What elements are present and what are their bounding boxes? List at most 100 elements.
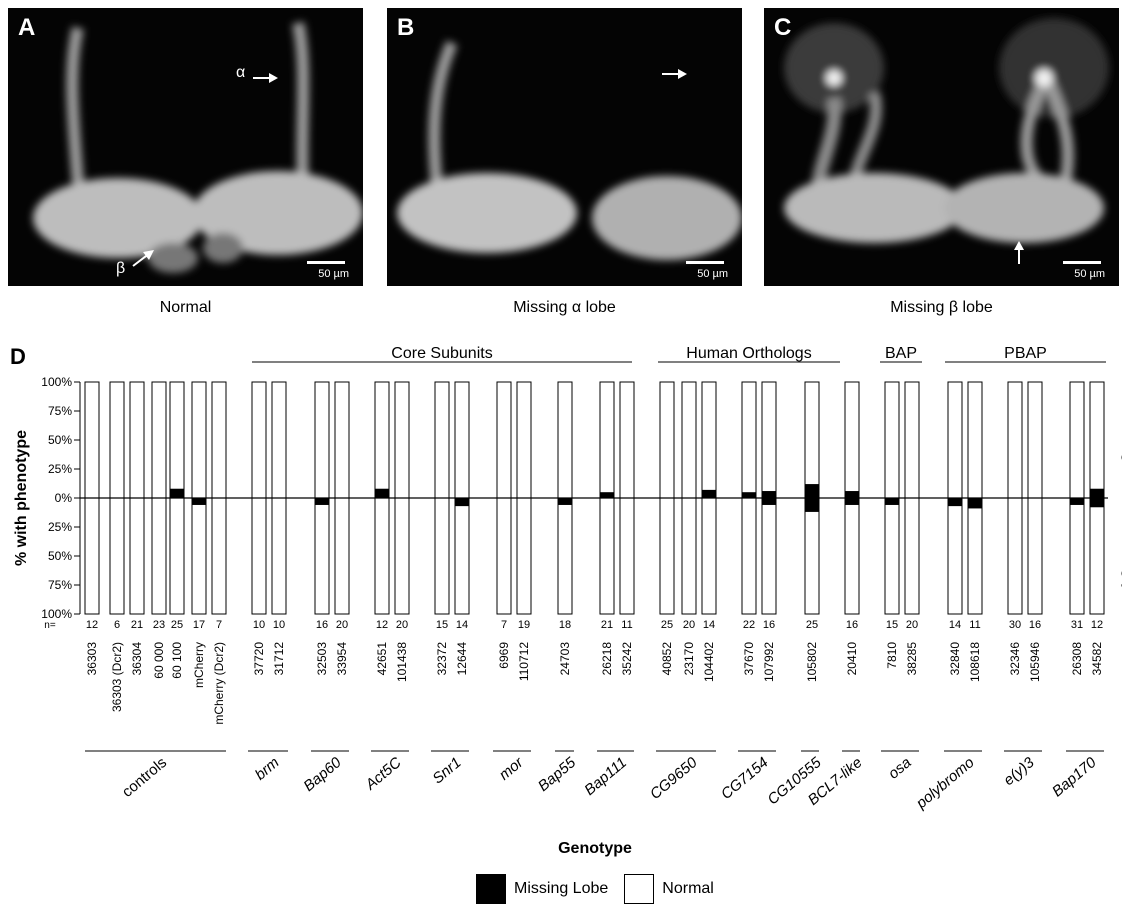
panel-b-image bbox=[397, 40, 742, 260]
panel-letter: B bbox=[397, 14, 415, 41]
line-label: 34582 bbox=[1090, 642, 1104, 676]
group-label: CG9650 bbox=[647, 754, 701, 803]
top-group-label: Core Subunits bbox=[391, 345, 492, 362]
group-label: e(y)3 bbox=[1000, 754, 1038, 789]
group-label: Bap55 bbox=[535, 754, 580, 795]
n-value: 19 bbox=[518, 619, 530, 631]
line-label: 36304 bbox=[130, 642, 144, 676]
n-value: 30 bbox=[1009, 619, 1021, 631]
line-label: 42651 bbox=[375, 642, 389, 676]
line-label: 26308 bbox=[1070, 642, 1084, 676]
bar-missing-beta bbox=[762, 498, 776, 505]
top-group-label: BAP bbox=[885, 345, 917, 362]
group-label: polybromo bbox=[912, 754, 977, 813]
beta-label: β bbox=[116, 260, 126, 277]
n-value: 22 bbox=[743, 619, 755, 631]
bar-missing-beta bbox=[455, 498, 469, 507]
y-tick-label: 75% bbox=[48, 404, 72, 418]
scale-bar bbox=[1063, 261, 1101, 264]
n-value: 16 bbox=[846, 619, 858, 631]
y-tick-label: 25% bbox=[48, 520, 72, 534]
bar-missing-beta bbox=[805, 498, 819, 512]
line-label: 105802 bbox=[805, 642, 819, 682]
group-label: brm bbox=[252, 754, 283, 784]
legend: Missing Lobe Normal bbox=[476, 874, 714, 904]
line-label: 20410 bbox=[845, 642, 859, 676]
n-value: 23 bbox=[153, 619, 165, 631]
legend-label-missing: Missing Lobe bbox=[514, 880, 609, 897]
n-value: 16 bbox=[316, 619, 328, 631]
y-axis-label: % with phenotype bbox=[13, 430, 30, 566]
line-label: 105946 bbox=[1028, 642, 1042, 682]
line-label: 37720 bbox=[252, 642, 266, 676]
line-label: 37670 bbox=[742, 642, 756, 676]
micrograph-panel-c: C 50 µm bbox=[764, 8, 1119, 286]
group-label: osa bbox=[885, 754, 914, 783]
line-label: 32372 bbox=[435, 642, 449, 676]
scale-bar bbox=[307, 261, 345, 264]
panel-c-image bbox=[784, 18, 1109, 243]
bar-missing-beta bbox=[192, 498, 206, 505]
n-value: 20 bbox=[906, 619, 918, 631]
n-value: 17 bbox=[193, 619, 205, 631]
line-label: mCherry bbox=[192, 642, 206, 688]
panel-a-image bbox=[33, 21, 363, 273]
scale-bar bbox=[686, 261, 724, 264]
bar-missing-alpha bbox=[805, 484, 819, 498]
line-label: 12644 bbox=[455, 642, 469, 676]
scale-label: 50 µm bbox=[318, 268, 349, 280]
bar-missing-alpha bbox=[1090, 488, 1104, 498]
arrow-icon bbox=[132, 73, 278, 267]
n-value: 21 bbox=[131, 619, 143, 631]
y-tick-label: 75% bbox=[48, 578, 72, 592]
scale-label: 50 µm bbox=[1074, 268, 1105, 280]
line-label: 110712 bbox=[517, 642, 531, 681]
n-value: 14 bbox=[949, 619, 961, 631]
n-value: 14 bbox=[456, 619, 468, 631]
bar-missing-alpha bbox=[702, 489, 716, 498]
x-axis-label: Genotype bbox=[558, 840, 632, 857]
panel-a-caption: Normal bbox=[159, 299, 212, 316]
line-label: 36303 (Dcr2) bbox=[110, 642, 124, 712]
alpha-label: α bbox=[236, 64, 246, 81]
group-label: Bap111 bbox=[581, 754, 630, 799]
n-label: n= bbox=[44, 620, 56, 631]
bar-missing-beta bbox=[968, 498, 982, 509]
line-label: 33954 bbox=[335, 642, 349, 676]
bar-chart: 100% 75% 50% 25% 0% 25% 50% 75% 100% % with pheno… bbox=[13, 345, 1122, 857]
n-value: 6 bbox=[114, 619, 120, 631]
y-tick-label: 50% bbox=[48, 549, 72, 563]
scale-label: 50 µm bbox=[697, 268, 728, 280]
legend-swatch-normal bbox=[624, 874, 655, 904]
bar-missing-beta bbox=[948, 498, 962, 507]
bar-missing-beta bbox=[845, 498, 859, 505]
n-value: 18 bbox=[559, 619, 571, 631]
top-group-label: PBAP bbox=[1004, 345, 1047, 362]
legend-label-normal: Normal bbox=[662, 880, 714, 897]
line-label: 40852 bbox=[660, 642, 674, 676]
group-label: mor bbox=[496, 753, 527, 783]
bar-missing-alpha bbox=[170, 488, 184, 498]
line-label: 6969 bbox=[497, 642, 511, 669]
line-label: 107992 bbox=[762, 642, 776, 682]
panel-letter: C bbox=[774, 14, 792, 41]
line-label: 32840 bbox=[948, 642, 962, 676]
bar-missing-alpha bbox=[742, 492, 756, 498]
n-value: 12 bbox=[1091, 619, 1103, 631]
line-label: 60 000 bbox=[152, 642, 166, 679]
line-label: 104402 bbox=[702, 642, 716, 682]
group-label: Bap170 bbox=[1049, 754, 1100, 801]
n-value: 25 bbox=[661, 619, 673, 631]
y-tick-label: 100% bbox=[41, 607, 72, 621]
bar-missing-beta bbox=[1070, 498, 1084, 505]
n-value: 12 bbox=[86, 619, 98, 631]
bar-missing-beta bbox=[558, 498, 572, 505]
panel-d-letter: D bbox=[10, 344, 26, 369]
bar-missing-beta bbox=[1090, 498, 1104, 508]
micrograph-panel-a: A α β 50 µm bbox=[8, 8, 363, 286]
arrow-icon bbox=[662, 69, 687, 79]
y-tick-label: 100% bbox=[41, 375, 72, 389]
bar-missing-alpha bbox=[762, 491, 776, 498]
group-label: Snr1 bbox=[429, 754, 464, 787]
line-label: 36303 bbox=[85, 642, 99, 676]
